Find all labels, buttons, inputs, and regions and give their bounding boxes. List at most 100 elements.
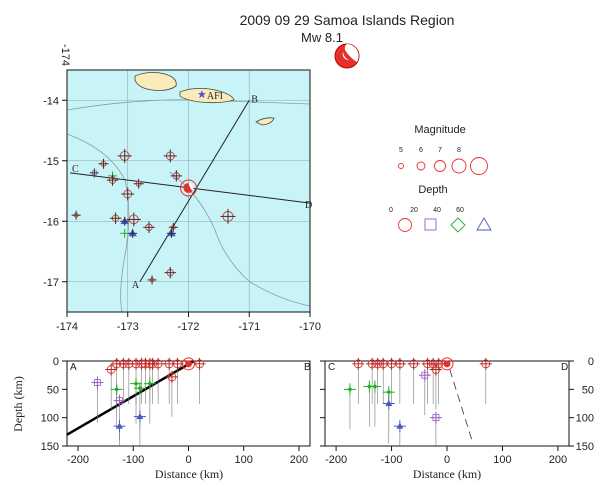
xsec-cd-frame <box>324 360 570 447</box>
section-event-cross <box>113 394 126 407</box>
legend-depth-value: 20 <box>410 207 418 214</box>
section-x-tick-label: -200 <box>325 454 347 466</box>
map-event-cross <box>120 216 130 226</box>
section-event <box>393 420 406 446</box>
section-x-tick-label: 0 <box>444 454 450 466</box>
map-event <box>71 210 81 220</box>
section-event <box>91 376 104 423</box>
section-mainshock-dot <box>185 360 192 368</box>
upolu-island <box>179 88 235 104</box>
land-islands <box>134 72 275 126</box>
magnitude-label: Mw 8.1 <box>301 30 343 45</box>
xsec-ab-label-b: B <box>304 362 311 373</box>
legend-depth-value: 60 <box>456 207 464 214</box>
map-y-tick-label: -14 <box>43 95 59 107</box>
savaii-island <box>134 72 177 91</box>
legend-magnitude-value: 8 <box>457 147 461 154</box>
section-x-tick-label: -200 <box>67 454 89 466</box>
section-mainshock-ring <box>182 357 195 371</box>
section-event-cross <box>407 357 420 370</box>
map-x-tick-label: -173 <box>117 321 139 333</box>
map-event <box>147 275 157 285</box>
map-event-cross <box>120 228 130 238</box>
section-x-tick-label: 0 <box>185 454 191 466</box>
section-event <box>382 397 395 444</box>
section-y-tick-label: 50 <box>47 384 59 396</box>
section-right-tick-label: 50 <box>582 384 594 396</box>
legend-magnitude-circle <box>398 163 404 169</box>
section-event-cross <box>343 383 356 396</box>
section-event <box>393 357 406 404</box>
map-event <box>120 216 130 226</box>
section-event-cross <box>133 382 146 395</box>
cross-section-ab: -200 -100 0 100 200 0 50 100 150 Depth (km) Dist… <box>11 356 311 481</box>
legend-depth-diamond-icon <box>450 217 466 233</box>
map-event-cross <box>143 221 155 234</box>
map-x-ticks: -174 -173 -172 -171 -170 <box>56 312 321 333</box>
xsec-cd-label-c: C <box>328 362 335 373</box>
map-event-cross <box>168 222 178 232</box>
legend-depth-title: Depth <box>418 184 447 196</box>
plate-boundary-line <box>66 133 130 313</box>
xsec-ab-axes: -200 -100 0 100 200 0 50 100 150 <box>41 356 308 466</box>
map-y-tick-label: -17 <box>43 277 59 289</box>
map-event-cross <box>128 228 138 238</box>
map-event <box>170 170 183 182</box>
map-label-d: D <box>305 200 312 211</box>
map-event-cross <box>117 148 132 163</box>
map-event <box>109 212 122 224</box>
map-label-c: C <box>72 164 79 175</box>
plate-boundary-line <box>169 171 311 307</box>
map-event <box>220 208 236 224</box>
map-grid <box>67 70 310 312</box>
legend-depth-square-icon <box>424 218 437 231</box>
map-event-cross <box>126 212 141 227</box>
section-x-tick-label: 100 <box>493 454 511 466</box>
section-event-cross <box>113 420 126 433</box>
map-event <box>164 266 177 279</box>
map-event-cross <box>106 174 119 186</box>
section-event <box>105 363 118 410</box>
map-event <box>143 221 155 234</box>
map-event <box>133 178 144 189</box>
section-event <box>152 357 165 404</box>
legend-magnitude-circle <box>434 160 446 172</box>
legend-magnitude-circle <box>416 161 426 171</box>
section-event <box>407 357 420 404</box>
legend-magnitude-circle <box>470 157 488 175</box>
map-y-tick-label: -16 <box>43 216 59 228</box>
map-event-cross <box>133 178 144 189</box>
map-event-cross <box>109 212 122 224</box>
section-mainshock-dot <box>443 360 451 368</box>
section-event-cross <box>393 357 406 370</box>
map-x-tick-label: -174 <box>56 321 78 333</box>
section-y-tick-label: 100 <box>41 413 59 425</box>
section-y-tick-label: 0 <box>53 356 59 368</box>
map-event <box>128 228 138 238</box>
xsec-ab-frame <box>66 360 311 447</box>
section-event-cross <box>429 363 442 376</box>
map-event <box>117 148 132 163</box>
legend-depth-value: 0 <box>389 207 393 214</box>
xsec-ab-ylabel: Depth (km) <box>11 376 25 432</box>
section-event-cross <box>418 369 431 382</box>
section-x-tick-label: -100 <box>381 454 403 466</box>
map-event <box>163 149 177 163</box>
legend-magnitude-items: 5 6 7 8 <box>398 147 488 175</box>
section-event <box>165 370 178 417</box>
map-event-cross <box>89 168 99 178</box>
section-event <box>429 411 442 446</box>
mainshock-marker <box>180 179 197 197</box>
map-corner-label: -174 <box>59 44 71 66</box>
section-event <box>133 410 146 446</box>
section-event <box>429 363 442 410</box>
legend-depth-circle-icon <box>398 218 412 232</box>
map-event <box>168 222 178 232</box>
legend-magnitude-value: 7 <box>438 147 442 154</box>
map-x-tick-label: -172 <box>177 321 199 333</box>
xsec-ab-content <box>66 357 206 446</box>
legend-magnitude-value: 5 <box>399 147 403 154</box>
map-y-tick-label: -15 <box>43 156 59 168</box>
